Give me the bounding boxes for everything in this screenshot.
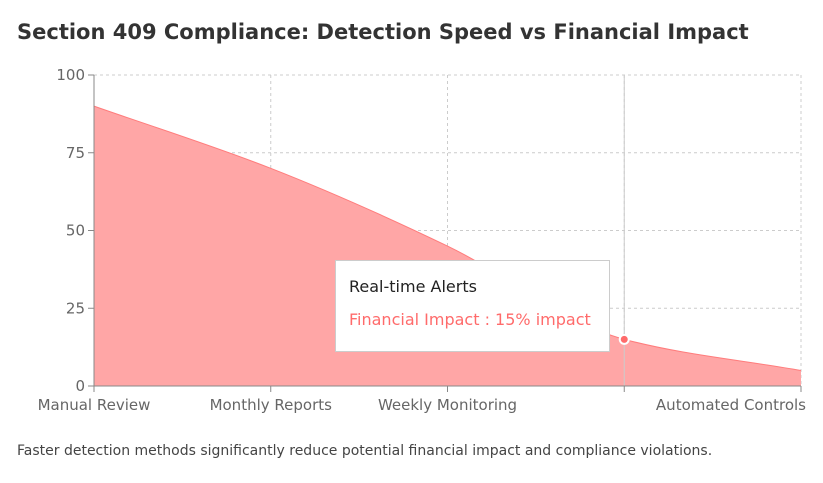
x-tick-label: Automated Controls [656,396,806,414]
x-tick-label: Monthly Reports [210,396,333,414]
active-point [618,333,630,345]
tooltip-title: Real-time Alerts [349,277,477,296]
chart-caption: Faster detection methods significantly r… [17,443,713,459]
y-tick-label: 0 [75,377,85,395]
y-tick-label: 50 [66,222,85,240]
x-tick-label: Weekly Monitoring [378,396,517,414]
tooltip-value-text: 15% impact [495,310,591,329]
y-tick-label: 75 [66,144,85,162]
y-tick-label: 100 [56,66,85,84]
active-points [618,333,630,345]
tooltip-series-label: Financial Impact [349,310,480,329]
x-tick-label: Manual Review [38,396,151,414]
y-tick-label: 25 [66,299,85,317]
area-fill[interactable] [94,106,801,386]
chart-title: Section 409 Compliance: Detection Speed … [17,20,749,44]
chart-tooltip: Real-time Alerts Financial Impact : 15% … [335,260,610,352]
series-line [93,105,802,371]
tick-labels: 0 25 50 75 100 Manual Review Monthly Reports We… [38,66,807,414]
axes [88,74,802,392]
tooltip-separator: : [479,310,496,329]
area-series[interactable] [93,105,802,386]
tooltip-value: Financial Impact : 15% impact [349,310,596,329]
